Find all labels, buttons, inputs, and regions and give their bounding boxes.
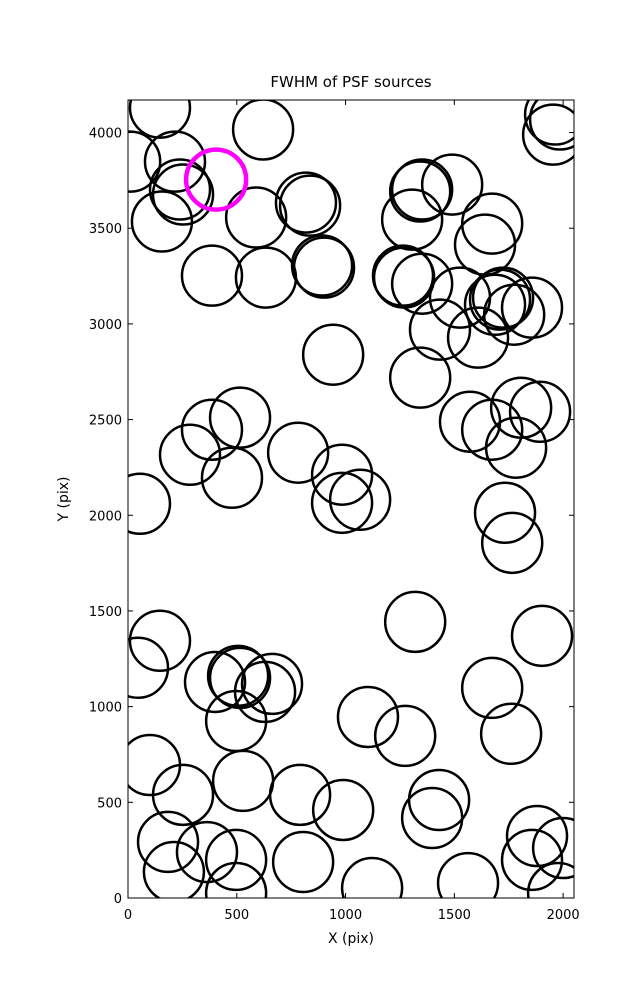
plot-area bbox=[128, 100, 574, 898]
source-circle bbox=[240, 652, 304, 716]
source-circle bbox=[311, 778, 375, 842]
source-circle bbox=[158, 423, 222, 487]
y-tick-label: 1000 bbox=[89, 701, 122, 716]
y-tick-label: 3500 bbox=[89, 222, 122, 237]
source-circle bbox=[420, 153, 484, 216]
source-circle bbox=[528, 100, 574, 151]
source-circle bbox=[183, 147, 249, 212]
source-circle bbox=[224, 186, 288, 249]
x-tick-label: 1000 bbox=[329, 908, 362, 923]
y-tick-label: 4000 bbox=[89, 127, 122, 142]
source-circle bbox=[301, 323, 365, 386]
y-tick-label: 1500 bbox=[89, 605, 122, 620]
x-tick-label: 0 bbox=[124, 908, 132, 923]
source-circle bbox=[500, 828, 564, 892]
source-circle bbox=[479, 702, 543, 766]
source-circle bbox=[204, 828, 268, 892]
source-circle bbox=[310, 443, 374, 506]
y-axis-label: Y (pix) bbox=[56, 477, 72, 523]
x-tick-label: 1500 bbox=[438, 908, 471, 923]
source-circle bbox=[204, 861, 268, 898]
source-circle bbox=[480, 511, 544, 575]
source-circle bbox=[128, 130, 162, 193]
y-tick-label: 0 bbox=[114, 892, 122, 907]
source-circle bbox=[521, 103, 574, 166]
source-circle bbox=[390, 158, 454, 221]
y-tick-label: 3000 bbox=[89, 318, 122, 333]
source-circle bbox=[328, 468, 392, 532]
source-circle bbox=[128, 636, 170, 700]
source-circle bbox=[266, 421, 330, 484]
source-circle bbox=[268, 763, 332, 827]
source-circle bbox=[510, 604, 574, 668]
source-circle bbox=[310, 471, 374, 535]
source-circle bbox=[128, 100, 192, 139]
source-circle bbox=[484, 416, 548, 479]
source-circle bbox=[408, 298, 472, 361]
source-circle bbox=[142, 840, 206, 898]
source-circle bbox=[373, 704, 437, 768]
source-circle bbox=[500, 276, 564, 339]
y-tick-label: 2000 bbox=[89, 509, 122, 524]
source-circle bbox=[531, 816, 574, 880]
source-circle bbox=[136, 810, 200, 874]
x-tick-label: 500 bbox=[224, 908, 249, 923]
source-circle bbox=[463, 273, 527, 337]
source-circle bbox=[290, 234, 354, 297]
source-circle bbox=[468, 268, 532, 331]
source-circle bbox=[151, 163, 215, 226]
source-circle bbox=[130, 190, 194, 253]
source-circle bbox=[271, 830, 335, 894]
source-circle bbox=[336, 685, 400, 749]
source-circle bbox=[292, 236, 356, 299]
source-circle bbox=[383, 590, 447, 654]
source-circle bbox=[183, 650, 247, 714]
source-circle bbox=[180, 244, 244, 307]
y-tick-label: 500 bbox=[97, 796, 122, 811]
source-circle bbox=[505, 804, 569, 868]
source-circle bbox=[523, 100, 574, 146]
source-circle bbox=[388, 160, 452, 223]
source-circle bbox=[388, 346, 452, 409]
y-tick-label: 2500 bbox=[89, 414, 122, 429]
source-circle bbox=[200, 446, 264, 510]
source-circle bbox=[390, 252, 454, 315]
source-circle bbox=[526, 861, 574, 898]
chart-title: FWHM of PSF sources bbox=[270, 73, 431, 91]
x-tick-label: 2000 bbox=[547, 908, 580, 923]
plot-frame bbox=[127, 99, 575, 899]
source-circle bbox=[151, 763, 215, 827]
source-circle bbox=[128, 472, 172, 536]
source-circle bbox=[436, 851, 500, 898]
source-circle bbox=[143, 130, 207, 193]
x-axis-label: X (pix) bbox=[328, 931, 374, 947]
source-circle bbox=[460, 398, 524, 461]
source-circle bbox=[400, 786, 464, 850]
source-circle bbox=[471, 266, 535, 329]
source-circle bbox=[148, 158, 212, 221]
source-circle bbox=[274, 171, 338, 234]
source-circle bbox=[278, 174, 342, 237]
source-circle bbox=[340, 856, 404, 898]
source-circle bbox=[128, 609, 192, 673]
source-circle bbox=[180, 398, 244, 461]
source-circle bbox=[446, 306, 510, 369]
source-circle bbox=[231, 100, 295, 161]
source-circle bbox=[473, 481, 537, 545]
source-circle bbox=[508, 380, 572, 443]
source-circle bbox=[460, 656, 524, 720]
